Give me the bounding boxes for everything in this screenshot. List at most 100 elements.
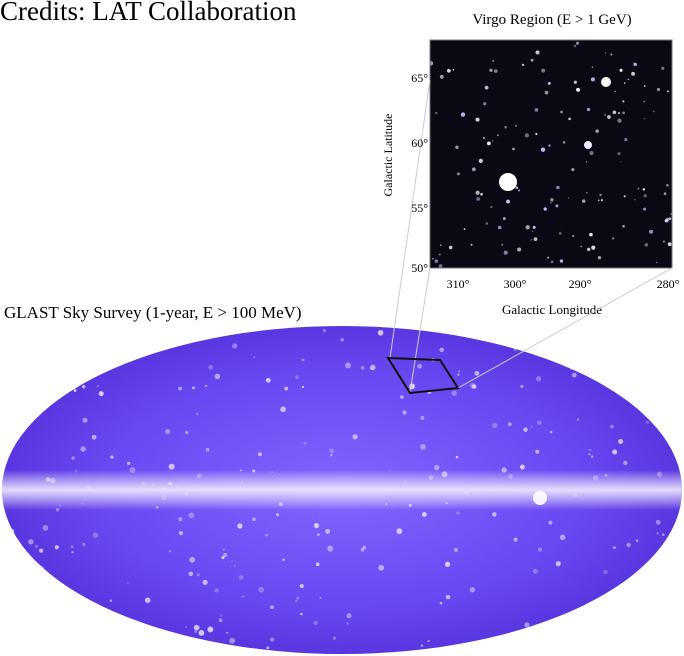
star (535, 133, 537, 135)
inset-map (429, 40, 673, 268)
star (50, 478, 56, 484)
star (44, 333, 46, 335)
star (523, 428, 527, 432)
star (266, 378, 271, 383)
star (241, 481, 243, 483)
star (23, 582, 28, 587)
star (240, 469, 242, 471)
star (601, 199, 603, 201)
star (548, 626, 552, 630)
star (622, 225, 625, 228)
star (657, 88, 660, 91)
star (151, 337, 155, 341)
star (197, 573, 200, 576)
star (215, 374, 221, 380)
star (330, 454, 332, 456)
star (346, 622, 349, 625)
star (35, 545, 37, 547)
star (378, 330, 384, 336)
star (622, 112, 625, 115)
star (531, 426, 533, 428)
star (282, 559, 284, 561)
star (378, 565, 384, 571)
star (9, 536, 13, 540)
star (422, 512, 427, 517)
star (624, 138, 627, 141)
star (548, 144, 550, 146)
star (642, 642, 648, 648)
star (580, 246, 582, 248)
star (646, 348, 648, 350)
star (231, 561, 233, 563)
star (623, 461, 627, 465)
star (23, 365, 26, 368)
star (604, 570, 608, 574)
star (435, 259, 438, 262)
x-axis-label: Galactic Longitude (502, 302, 602, 317)
star (352, 434, 357, 439)
star (302, 359, 305, 362)
star (617, 152, 620, 155)
star (573, 493, 578, 498)
star (434, 465, 439, 470)
star (237, 523, 242, 528)
star (317, 533, 320, 536)
x-tick-label: 300° (504, 277, 527, 291)
star (548, 82, 551, 85)
star (82, 418, 87, 423)
star (492, 140, 493, 141)
star (346, 613, 351, 618)
star (501, 244, 503, 246)
star (178, 387, 182, 391)
star (485, 86, 489, 90)
star (145, 597, 151, 603)
star (61, 364, 64, 367)
star (440, 75, 444, 79)
star (656, 520, 661, 525)
star (345, 362, 351, 368)
star (607, 115, 611, 119)
star (563, 141, 566, 144)
star (43, 525, 49, 531)
star (472, 167, 476, 171)
star (654, 643, 658, 647)
star (87, 486, 91, 490)
star (55, 545, 59, 549)
star (487, 141, 491, 145)
star (644, 118, 645, 119)
star (142, 481, 147, 486)
star (219, 618, 223, 622)
star (65, 633, 69, 637)
star (490, 206, 492, 208)
star (385, 503, 387, 505)
star (439, 264, 443, 268)
connector (390, 80, 430, 358)
star (570, 368, 572, 370)
star (533, 569, 538, 574)
star (229, 638, 235, 644)
star (325, 529, 330, 534)
star (534, 341, 536, 343)
star (489, 69, 492, 72)
star (589, 233, 593, 237)
star (465, 491, 469, 495)
star (92, 435, 97, 440)
star (156, 506, 158, 508)
star (579, 631, 584, 636)
star (656, 262, 657, 263)
star (439, 348, 444, 353)
star (232, 343, 237, 348)
star (314, 621, 318, 625)
star (476, 191, 480, 195)
star (169, 482, 172, 485)
star (270, 605, 274, 609)
star (480, 193, 483, 196)
star (620, 69, 623, 72)
star (402, 410, 406, 414)
star (270, 638, 274, 642)
star (223, 549, 225, 551)
star (533, 491, 547, 505)
star (572, 373, 577, 378)
star (179, 531, 183, 535)
star (589, 151, 593, 155)
